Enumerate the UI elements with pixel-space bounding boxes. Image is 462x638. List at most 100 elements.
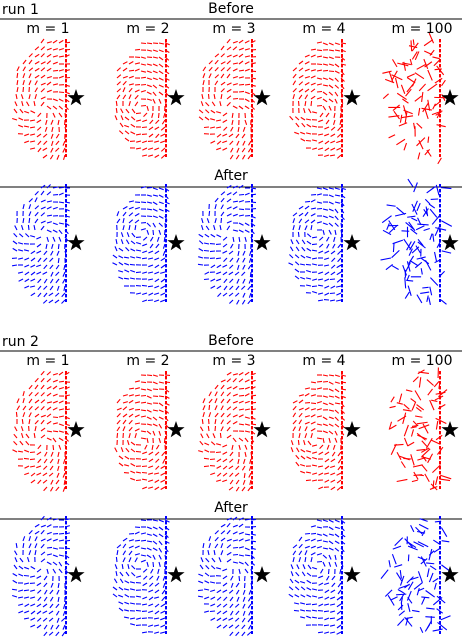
arrow (216, 234, 222, 238)
arrow (226, 426, 231, 432)
arrow (58, 437, 64, 442)
arrow (306, 456, 312, 460)
arrow (55, 610, 60, 616)
arrow (160, 610, 166, 614)
arrow (64, 554, 70, 559)
arrow (55, 133, 60, 139)
arrow (316, 193, 322, 196)
arrow (198, 248, 204, 252)
arrow (24, 110, 30, 114)
arrow (34, 425, 37, 432)
arrow (219, 224, 222, 231)
arrow (214, 536, 219, 542)
arrow (311, 139, 318, 142)
arrow (57, 119, 60, 126)
arrow (394, 77, 399, 89)
arrow (116, 67, 121, 72)
arrow (158, 547, 163, 553)
arrow (423, 39, 434, 47)
arrow (298, 557, 302, 563)
section-title: After (214, 168, 248, 184)
arrow (242, 250, 246, 256)
arrow (411, 203, 418, 215)
arrow (316, 552, 322, 556)
arrow (330, 589, 336, 593)
arrow (246, 631, 252, 636)
arrow (40, 427, 46, 432)
arrow (44, 451, 48, 457)
arrow (136, 140, 142, 143)
arrow (439, 478, 451, 482)
arrow (142, 582, 148, 587)
arrow (12, 588, 18, 591)
arrow (146, 423, 152, 426)
arrow (12, 594, 18, 598)
arrow (152, 215, 158, 219)
arrow (198, 580, 204, 584)
arrow (207, 549, 210, 556)
arrow (288, 262, 294, 266)
arrow (412, 376, 419, 383)
arrow (229, 596, 234, 602)
arrow (318, 631, 324, 634)
arrow (150, 568, 154, 574)
arrow (135, 609, 142, 612)
arrow (244, 547, 250, 551)
arrow (402, 412, 407, 424)
arrow (46, 236, 50, 242)
arrow (396, 402, 403, 405)
arrow (202, 66, 207, 72)
arrow (140, 381, 147, 384)
arrow (222, 568, 228, 572)
arrow (46, 386, 52, 390)
arrow (235, 582, 240, 588)
arrow (306, 594, 312, 598)
arrow (29, 458, 36, 461)
arrow (404, 277, 407, 289)
arrow (46, 221, 52, 224)
arrow (130, 116, 136, 121)
arrow (28, 550, 32, 556)
arrow (412, 39, 415, 46)
arrow (299, 263, 306, 266)
arrow (222, 236, 228, 241)
arrow (300, 276, 306, 280)
arrow (232, 524, 238, 528)
arrow (306, 269, 312, 273)
arrow (232, 531, 238, 535)
arrow (438, 389, 448, 398)
arrow (58, 400, 64, 404)
arrow (312, 566, 318, 570)
arrow (40, 101, 45, 107)
arrow (289, 115, 294, 121)
arrow (40, 419, 45, 425)
arrow (294, 586, 300, 591)
arrow (318, 486, 324, 490)
arrow (244, 437, 249, 443)
arrow (222, 472, 228, 477)
arrow (394, 537, 404, 547)
arrow (30, 110, 36, 114)
arrow (232, 75, 238, 79)
arrow (406, 279, 414, 282)
arrow (140, 415, 147, 418)
arrow (324, 133, 330, 137)
arrow (316, 63, 323, 66)
arrow (128, 557, 132, 563)
arrow (298, 218, 303, 224)
arrow (301, 246, 306, 252)
arrow (235, 486, 240, 492)
arrow (135, 292, 142, 295)
arrow (242, 589, 246, 595)
arrow (415, 225, 425, 231)
arrow (441, 540, 450, 543)
arrow (413, 541, 425, 548)
arrow (43, 292, 48, 298)
arrow (229, 285, 234, 290)
arrow (394, 564, 403, 568)
arrow (428, 548, 433, 561)
arrow (52, 407, 58, 411)
arrow (36, 617, 42, 622)
arrow (214, 398, 218, 404)
arrow (295, 246, 300, 252)
